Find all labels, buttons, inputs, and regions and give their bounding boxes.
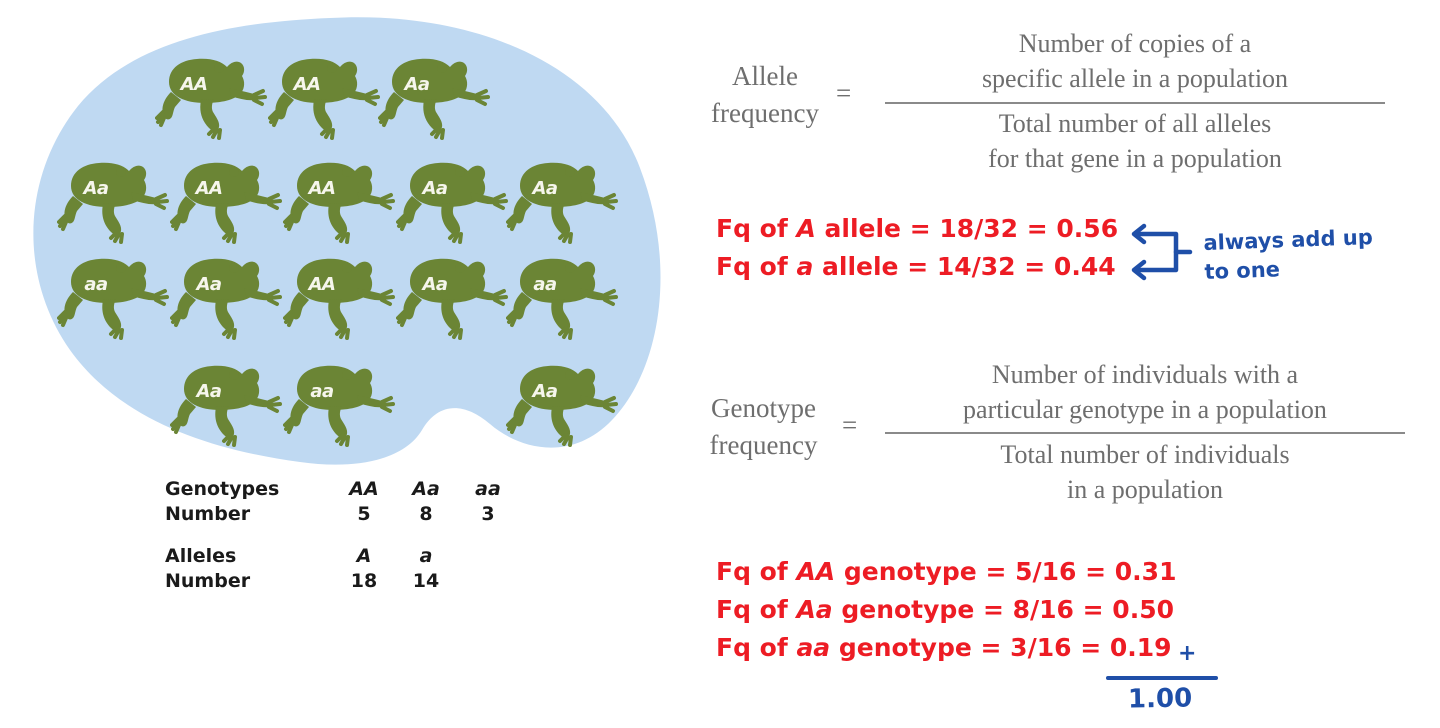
frog-aa-15: Aa — [506, 355, 618, 451]
allele-formula-numerator: Number of copies of a specific allele in… — [981, 29, 1289, 93]
row-label-genotype-number: Number — [165, 503, 251, 525]
allele-result-A-line: Fq of A allele = 18/32 = 0.56 — [716, 214, 1119, 243]
allele-frequency-results: Fq of A allele = 18/32 = 0.56 Fq of a al… — [716, 210, 1118, 286]
annotation-plus-sign: + — [1178, 641, 1197, 666]
frog-icon — [506, 365, 618, 447]
frog-icon — [268, 58, 380, 140]
frog-icon — [283, 365, 395, 447]
genotype-header-AA: AA — [349, 478, 379, 500]
table-row-genotypes: Genotypes AA Aa aa — [165, 478, 519, 503]
frog-icon — [283, 162, 395, 244]
frog-icon — [170, 365, 282, 447]
allele-fraction-bar — [885, 102, 1385, 104]
table-spacer-row — [165, 528, 519, 545]
frog-icon — [506, 162, 618, 244]
genotype-count-table: Genotypes AA Aa aa Number 5 8 3 Alleles … — [165, 478, 519, 595]
genotype-count-AA: 5 — [357, 503, 371, 525]
annotation-sum-underline — [1106, 676, 1218, 680]
frog-aa-8: aa — [57, 248, 169, 344]
frog-aa-11: Aa — [396, 248, 508, 344]
allele-header-empty — [457, 545, 519, 570]
genotype-formula-denominator: Total number of individuals in a populat… — [1000, 440, 1290, 504]
allele-frequency-formula: Allele frequency = Number of copies of a… — [0, 0, 1440, 200]
allele-result-a-line: Fq of a allele = 14/32 = 0.44 — [716, 252, 1116, 281]
frog-icon — [57, 258, 169, 340]
frog-icon — [396, 162, 508, 244]
frog-icon — [155, 58, 267, 140]
allele-equals-sign: = — [836, 78, 852, 108]
genotype-formula-numerator: Number of individuals with a particular … — [963, 360, 1327, 424]
allele-frequency-label: Allele frequency — [711, 61, 819, 128]
table-row-genotype-numbers: Number 5 8 3 — [165, 503, 519, 528]
frog-aa-12: aa — [506, 248, 618, 344]
allele-count-A: 18 — [350, 570, 378, 592]
genotype-result-AA-line: Fq of AA genotype = 5/16 = 0.31 — [716, 557, 1177, 586]
genotype-result-Aa-line: Fq of Aa genotype = 8/16 = 0.50 — [716, 595, 1174, 624]
frog-icon — [170, 162, 282, 244]
frog-aa-2: Aa — [378, 48, 490, 144]
frog-aa-9: Aa — [170, 248, 282, 344]
table-row-allele-numbers: Number 18 14 — [165, 570, 519, 595]
allele-header-a: a — [419, 545, 433, 567]
frog-icon — [57, 162, 169, 244]
frog-icon — [283, 258, 395, 340]
frog-icon — [170, 258, 282, 340]
frog-icon — [378, 58, 490, 140]
row-label-allele-number: Number — [165, 570, 251, 592]
row-label-genotypes: Genotypes — [165, 478, 280, 500]
frog-aa-7: Aa — [506, 152, 618, 248]
allele-header-A: A — [356, 545, 372, 567]
frog-aa-13: Aa — [170, 355, 282, 451]
genotype-frequency-results: Fq of AA genotype = 5/16 = 0.31 Fq of Aa… — [716, 553, 1176, 667]
genotype-fraction-bar — [885, 432, 1405, 434]
genotype-equals-sign: = — [842, 410, 858, 440]
genotype-frequency-formula: Genotype frequency = Number of individua… — [0, 0, 1440, 504]
genotype-header-aa: aa — [475, 478, 501, 500]
brace-arrows-icon — [1131, 223, 1193, 281]
frog-icon — [506, 258, 618, 340]
genotype-symbol-aa: aa — [796, 633, 831, 662]
frog-aa-10: AA — [283, 248, 395, 344]
genotype-symbol-AA: AA — [796, 557, 836, 586]
genotype-count-aa: 3 — [481, 503, 495, 525]
frog-icon — [396, 258, 508, 340]
row-label-alleles: Alleles — [165, 545, 237, 567]
allele-count-a: 14 — [412, 570, 440, 592]
annotation-always-add-up: always add up to one — [1203, 225, 1374, 284]
allele-symbol-a: a — [796, 252, 814, 281]
allele-count-empty — [457, 570, 519, 595]
genotype-symbol-Aa: Aa — [796, 595, 833, 624]
genotype-header-Aa: Aa — [412, 478, 440, 500]
frog-aa-14: aa — [283, 355, 395, 451]
genotype-result-aa-line: Fq of aa genotype = 3/16 = 0.19 — [716, 633, 1172, 662]
allele-formula-denominator: Total number of all alleles for that gen… — [988, 109, 1282, 173]
annotation-sum-total: 1.00 — [1127, 683, 1193, 715]
allele-symbol-A: A — [796, 214, 816, 243]
genotype-count-Aa: 8 — [419, 503, 433, 525]
table-row-alleles: Alleles A a — [165, 545, 519, 570]
genotype-frequency-label: Genotype frequency — [709, 393, 818, 460]
